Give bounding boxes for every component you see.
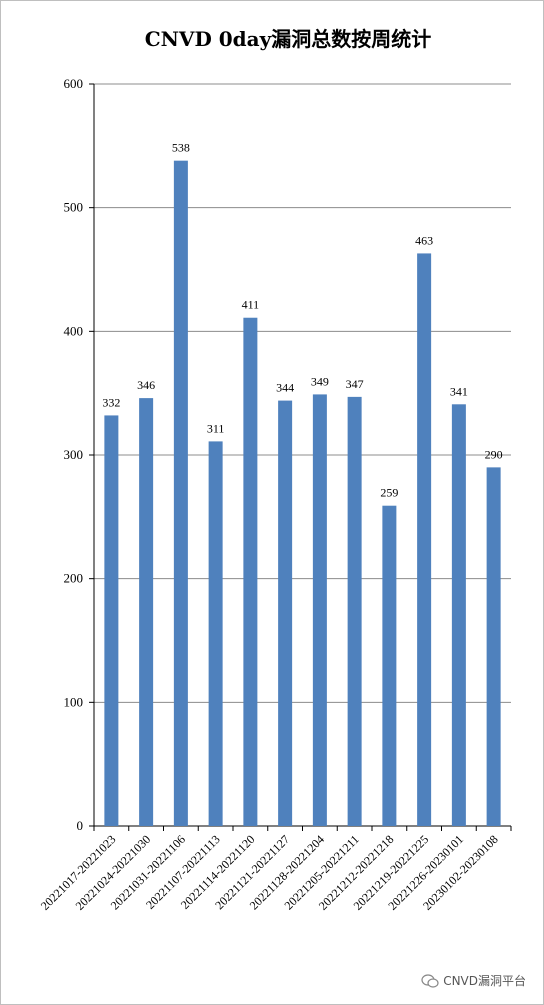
data-label: 311	[207, 421, 225, 435]
data-label: 463	[415, 233, 433, 247]
y-tick-label: 500	[64, 200, 84, 215]
bar	[312, 394, 327, 826]
bar	[243, 317, 258, 826]
y-tick-label: 200	[64, 571, 84, 586]
bar	[451, 404, 466, 826]
gridlines	[94, 83, 511, 703]
bar	[382, 505, 397, 826]
y-tick-label: 600	[64, 76, 84, 91]
bar	[486, 467, 501, 826]
watermark-text: CNVD漏洞平台	[443, 974, 526, 988]
watermark: CNVD漏洞平台	[421, 972, 526, 989]
data-label: 347	[346, 377, 364, 391]
axes: 0 100 200 300 400 500 600	[64, 76, 512, 833]
bar	[347, 396, 362, 826]
bar	[208, 441, 223, 826]
data-label: 332	[102, 395, 120, 409]
data-label: 538	[172, 141, 190, 155]
y-tick-label: 300	[64, 447, 84, 462]
y-tick-label: 100	[64, 694, 84, 709]
data-label: 290	[485, 447, 503, 461]
y-tick-label: 400	[64, 323, 84, 338]
y-tick-label: 0	[77, 818, 84, 833]
bar	[104, 415, 119, 826]
category-labels: 20221017-2022102320221024-20221030202210…	[38, 832, 501, 913]
bars	[104, 160, 501, 826]
data-label: 344	[276, 381, 294, 395]
data-label: 346	[137, 378, 155, 392]
bar	[417, 253, 432, 826]
data-label: 349	[311, 374, 329, 388]
chart-title: CNVD 0day漏洞总数按周统计	[145, 27, 432, 51]
wechat-icon	[421, 973, 439, 988]
bar	[139, 398, 154, 826]
data-label: 259	[380, 486, 398, 500]
data-label: 411	[242, 298, 260, 312]
bar	[278, 400, 293, 826]
data-labels: 332 346 538 311 411 344 349 347 259 463 341 290	[102, 141, 502, 500]
data-label: 341	[450, 384, 468, 398]
bar	[173, 160, 188, 826]
